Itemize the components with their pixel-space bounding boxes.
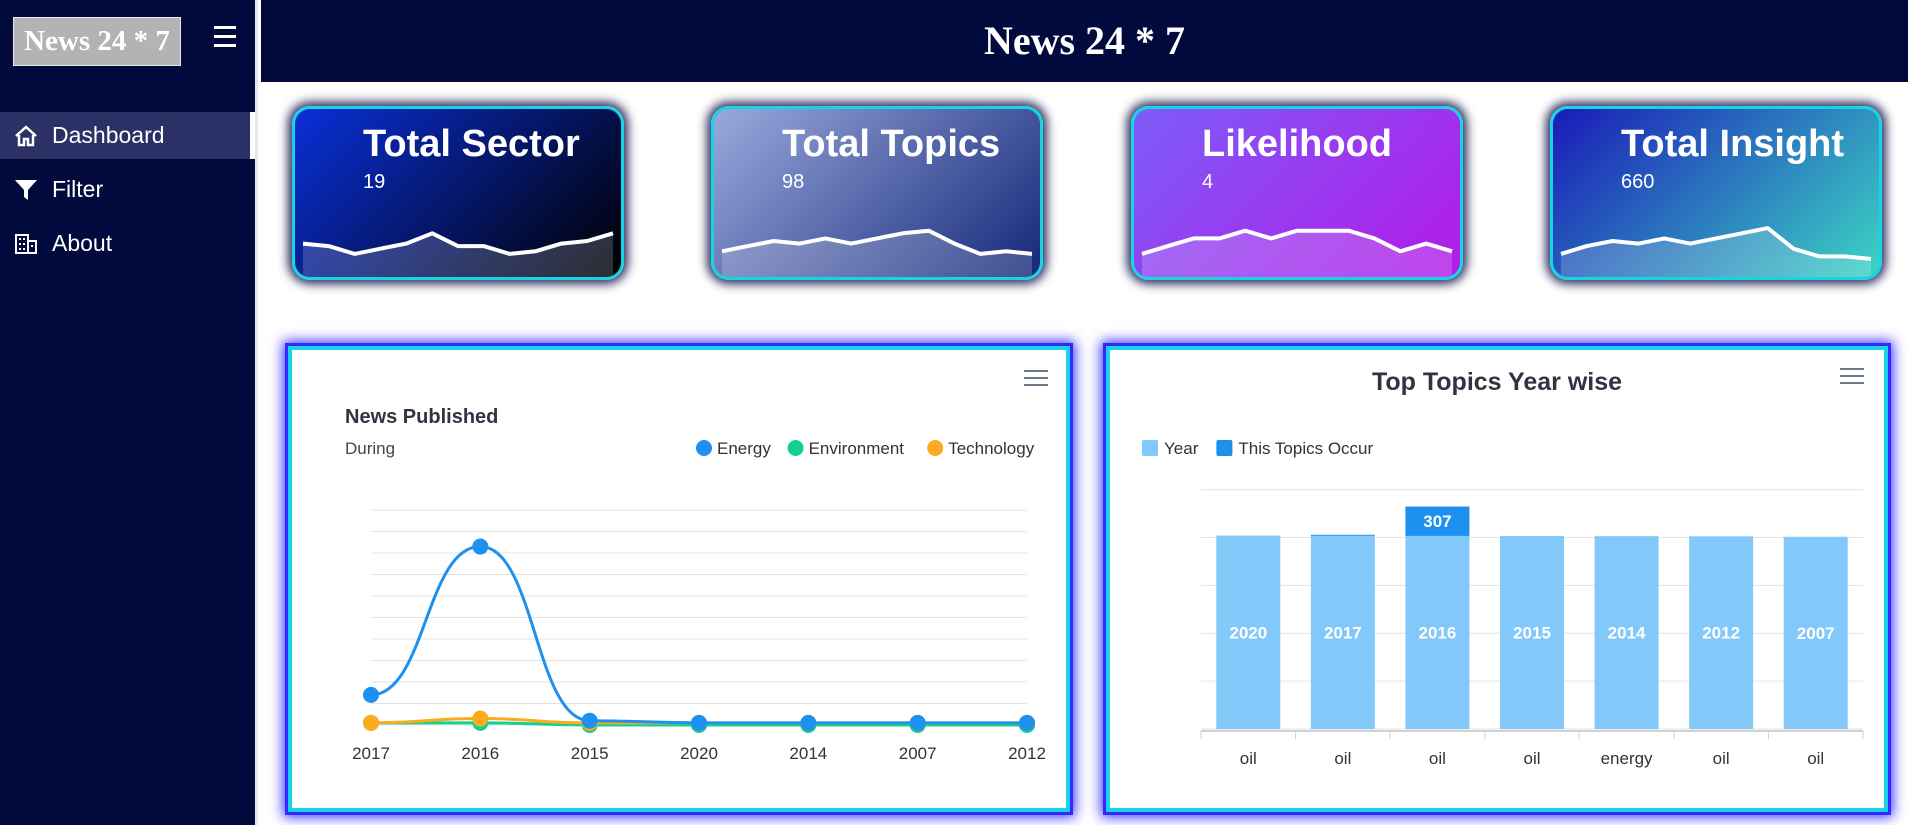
x-tick-label: oil [1429, 749, 1446, 768]
stat-card-value: 98 [782, 171, 805, 193]
sparkline-area [722, 230, 1032, 277]
legend-marker [927, 440, 944, 456]
x-tick-label: 2014 [789, 744, 827, 763]
bar-label: 2016 [1419, 623, 1457, 642]
stat-card-likelihood[interactable]: Likelihood 4 [1131, 106, 1463, 280]
stat-card-value: 19 [363, 171, 386, 193]
x-tick-label: 2017 [352, 744, 390, 763]
x-tick-label: oil [1334, 749, 1351, 768]
legend-marker [787, 440, 804, 456]
sparkline-line [1560, 226, 1872, 261]
bar-label: 2007 [1797, 624, 1835, 643]
bar-topics-occur [1310, 534, 1375, 536]
stat-card-total-topics[interactable]: Total Topics 98 [711, 106, 1043, 280]
legend-marker [1142, 440, 1158, 456]
stat-card-title: Total Insight [1621, 123, 1845, 165]
x-tick-label: 2020 [680, 744, 718, 763]
sparkline-area [1142, 230, 1452, 277]
bar-year [1310, 535, 1375, 729]
sidebar-item-about[interactable]: About [0, 220, 255, 267]
chart-menu-icon[interactable] [1024, 370, 1048, 388]
x-tick-label: oil [1240, 749, 1257, 768]
bar-year [1500, 536, 1564, 729]
data-point [691, 714, 707, 731]
data-point [581, 712, 598, 729]
stat-card-title: Total Topics [782, 123, 1001, 165]
bar-label: 2020 [1229, 623, 1267, 642]
stat-card-total-sector[interactable]: Total Sector 19 [292, 106, 624, 280]
top-topics-panel: Top Topics Year wise Year This Topics Occ… [1106, 346, 1888, 812]
bar-year [1216, 535, 1281, 729]
sparkline-line [302, 231, 614, 256]
x-tick-label: 2016 [461, 744, 499, 763]
legend-item: This Topics Occur [1238, 439, 1373, 458]
sparkline-line [1141, 228, 1453, 256]
stat-card-title: Total Sector [363, 123, 580, 165]
data-point [800, 714, 817, 731]
sidebar-item-label: About [52, 230, 113, 256]
page-header: News 24 * 7 [261, 0, 1908, 82]
sparkline-line [721, 228, 1033, 256]
chart-title: Top Topics Year wise [1372, 368, 1622, 396]
x-tick-label: 2012 [1008, 744, 1046, 763]
sidebar: News 24 * 7 Dashboard Filter About [0, 0, 258, 825]
filter-icon [12, 178, 40, 202]
bar-label: 307 [1423, 512, 1451, 531]
chart-title: News Published [345, 406, 498, 428]
bar-year [1594, 536, 1659, 729]
data-point [909, 714, 926, 731]
bar-label: 2014 [1608, 624, 1646, 643]
hamburger-menu-icon[interactable] [212, 26, 238, 48]
sparkline-chart [721, 228, 1033, 277]
bar-year [1689, 536, 1754, 729]
bar-year [1783, 536, 1848, 729]
chart-menu-icon[interactable] [1840, 368, 1864, 386]
data-point [472, 710, 489, 727]
stat-card-value: 4 [1202, 171, 1214, 193]
news-published-chart: News Published During Energy Environment T… [345, 406, 1046, 763]
legend-item: Year [1164, 439, 1199, 458]
legend-item: Technology [948, 439, 1035, 458]
stat-card-total-insight[interactable]: Total Insight 660 [1550, 106, 1882, 280]
sparkline-area [1561, 228, 1871, 277]
home-icon [12, 124, 40, 147]
x-tick-label: oil [1807, 749, 1824, 768]
page-title: News 24 * 7 [983, 18, 1186, 63]
x-tick-label: oil [1523, 749, 1540, 768]
sidebar-item-filter[interactable]: Filter [0, 166, 255, 213]
sparkline-chart [1560, 226, 1872, 277]
sidebar-item-label: Dashboard [52, 122, 165, 148]
bar-year [1405, 535, 1470, 729]
sidebar-item-label: Filter [52, 176, 104, 202]
sidebar-item-dashboard[interactable]: Dashboard [0, 112, 255, 159]
stat-card-title: Likelihood [1202, 123, 1392, 165]
legend-marker [1216, 440, 1233, 456]
sparkline-area [303, 233, 613, 277]
x-tick-label: oil [1713, 749, 1730, 768]
top-topics-chart: Top Topics Year wise Year This Topics Occ… [1142, 368, 1864, 768]
bar-label: 2015 [1513, 624, 1551, 643]
bar-label: 2012 [1702, 624, 1740, 643]
news-published-panel: News Published During Energy Environment T… [288, 346, 1070, 812]
data-point [363, 714, 379, 731]
data-point [363, 686, 379, 703]
bar-label: 2017 [1324, 623, 1362, 642]
legend-item: Environment [809, 439, 905, 458]
building-icon [12, 233, 40, 255]
x-tick-label: energy [1601, 749, 1653, 768]
series-line-energy [370, 545, 1027, 725]
sparkline-chart [1141, 228, 1453, 277]
sparkline-chart [302, 231, 614, 277]
x-tick-label: 2007 [899, 744, 937, 763]
data-point [1019, 714, 1035, 731]
chart-subtitle: During [345, 439, 395, 458]
x-tick-label: 2015 [571, 744, 609, 763]
stat-card-value: 660 [1621, 171, 1655, 193]
legend-marker [696, 440, 712, 456]
data-point [472, 538, 489, 555]
brand-logo[interactable]: News 24 * 7 [13, 17, 181, 66]
legend-item: Energy [717, 439, 771, 458]
bar-topics-occur [1405, 506, 1470, 536]
